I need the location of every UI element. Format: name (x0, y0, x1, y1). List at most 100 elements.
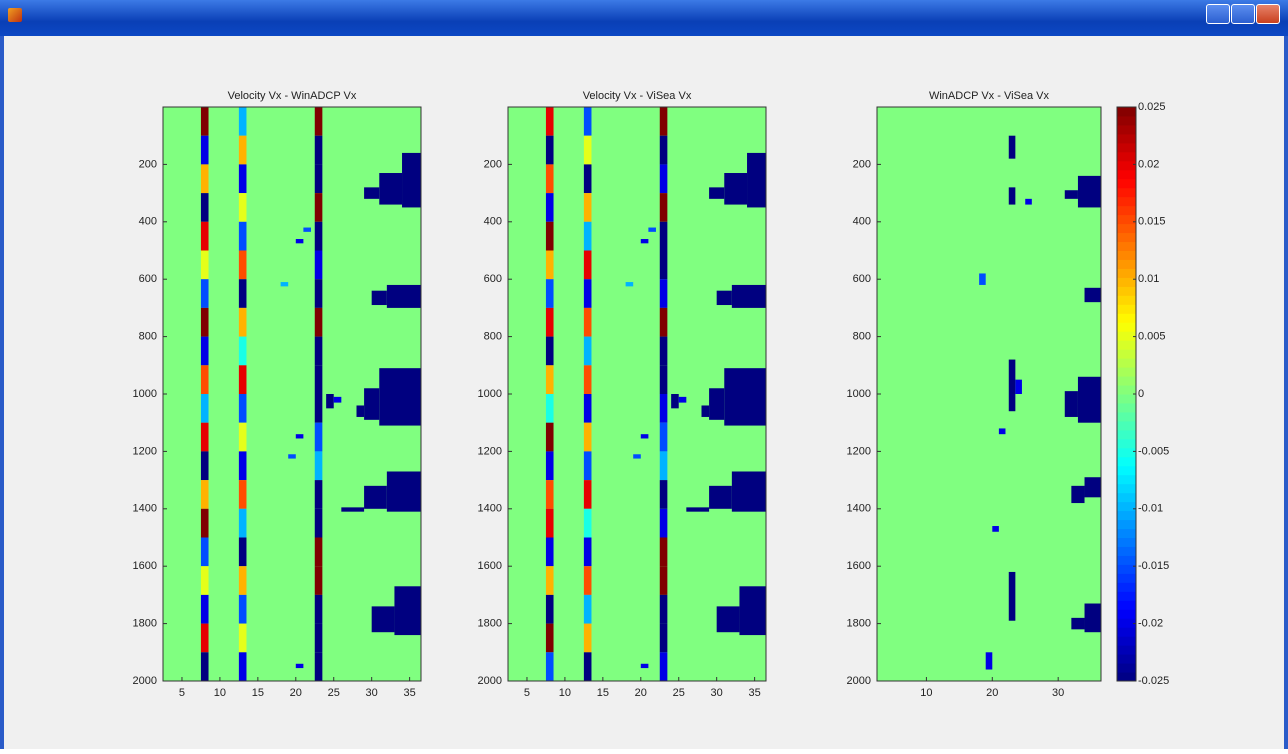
y-tick-label: 200 (484, 158, 502, 170)
heatmap-cell (314, 279, 323, 308)
heatmap-cell (200, 279, 209, 308)
colorbar-tick-label: 0.02 (1138, 158, 1159, 170)
x-tick-label: 30 (366, 687, 378, 699)
y-tick-label: 200 (139, 158, 157, 170)
heatmap-cell (200, 164, 209, 194)
colorbar-swatch (1117, 555, 1136, 565)
heatmap-cell (659, 221, 668, 251)
heatmap-cell (238, 107, 247, 136)
colorbar-swatch (1117, 465, 1136, 476)
heatmap-cell (659, 508, 668, 538)
heatmap-region (724, 368, 766, 426)
heatmap-cell (659, 279, 668, 308)
axes-title: Velocity Vx - WinADCP Vx (228, 90, 357, 102)
colorbar-swatch (1117, 609, 1136, 619)
heatmap-cell (200, 135, 209, 165)
colorbar-swatch (1117, 376, 1136, 386)
heatmap-cell (583, 394, 592, 423)
heatmap-cell (314, 594, 323, 624)
x-tick-label: 10 (559, 687, 571, 699)
heatmap-cell (659, 107, 668, 136)
y-tick-label: 1400 (478, 503, 502, 515)
heatmap-region (402, 152, 421, 208)
heatmap-cell (200, 107, 209, 136)
colorbar-swatch (1117, 151, 1136, 162)
y-tick-label: 1800 (133, 618, 157, 630)
colorbar-tick-label: 0.01 (1138, 273, 1159, 285)
y-tick-label: 1200 (133, 445, 157, 457)
heatmap-region (640, 434, 649, 439)
heatmap-cell (583, 336, 592, 366)
heatmap-cell (659, 422, 668, 452)
heatmap-cell (314, 422, 323, 452)
colorbar-swatch (1117, 501, 1136, 512)
heatmap-cell (583, 508, 592, 538)
heatmap-cell (314, 107, 323, 136)
maximize-button[interactable] (1231, 4, 1255, 24)
colorbar-swatch (1117, 492, 1136, 503)
colorbar-swatch (1117, 456, 1136, 467)
heatmap-region (379, 368, 421, 426)
heatmap-region (1008, 571, 1016, 621)
x-tick-label: 20 (986, 687, 998, 699)
colorbar-swatch (1117, 591, 1136, 601)
colorbar-swatch (1117, 322, 1136, 332)
heatmap-cell (314, 652, 323, 681)
heatmap-background (877, 107, 1101, 681)
colorbar-swatch (1117, 358, 1136, 368)
heatmap-cell (200, 508, 209, 538)
y-tick-label: 600 (139, 273, 157, 285)
colorbar-swatch (1117, 573, 1136, 583)
y-tick-label: 1200 (478, 445, 502, 457)
colorbar-swatch (1117, 519, 1136, 530)
heatmap-cell (238, 135, 247, 165)
heatmap-cell (545, 250, 554, 280)
colorbar-swatch (1117, 241, 1136, 251)
heatmap-cell (659, 250, 668, 280)
heatmap-region (1084, 603, 1101, 633)
colorbar-swatch (1117, 107, 1136, 117)
colorbar-swatch (1117, 142, 1136, 153)
heatmap-cell (238, 480, 247, 509)
heatmap-region (303, 227, 311, 232)
heatmap-cell (583, 537, 592, 567)
colorbar-swatch (1117, 483, 1136, 494)
minimize-button[interactable] (1206, 4, 1230, 24)
heatmap-region (280, 282, 289, 287)
y-tick-label: 1800 (478, 618, 502, 630)
heatmap-cell (545, 422, 554, 452)
heatmap-cell (314, 480, 323, 509)
heatmap-cell (314, 537, 323, 567)
colorbar-swatch (1117, 438, 1136, 449)
colorbar-swatch (1117, 672, 1136, 682)
heatmap-region (333, 396, 342, 403)
y-tick-label: 1400 (847, 503, 871, 515)
colorbar-tick-label: -0.01 (1138, 503, 1163, 515)
heatmap-cell (545, 135, 554, 165)
heatmap-region (1025, 198, 1032, 205)
y-tick-label: 800 (484, 331, 502, 343)
colorbar-swatch (1117, 232, 1136, 243)
colorbar-swatch (1117, 313, 1136, 323)
heatmap-region (295, 239, 304, 244)
colorbar-tick-label: -0.015 (1138, 560, 1169, 572)
colorbar-swatch (1117, 582, 1136, 592)
colorbar-swatch (1117, 537, 1136, 547)
heatmap-cell (314, 221, 323, 251)
colorbar-swatch (1117, 528, 1136, 538)
colorbar-swatch (1117, 367, 1136, 377)
heatmap-region (386, 471, 421, 512)
close-button[interactable] (1256, 4, 1280, 24)
heatmap-region (998, 428, 1006, 435)
colorbar-swatch (1117, 385, 1136, 395)
heatmap-region (364, 485, 387, 509)
heatmap-cell (200, 221, 209, 251)
heatmap-cell (583, 623, 592, 653)
heatmap-cell (659, 336, 668, 366)
heatmap-cell (200, 193, 209, 222)
colorbar-swatch (1117, 510, 1136, 521)
heatmap-region (671, 394, 679, 409)
y-tick-label: 1600 (133, 560, 157, 572)
heatmap-region (1008, 359, 1016, 412)
